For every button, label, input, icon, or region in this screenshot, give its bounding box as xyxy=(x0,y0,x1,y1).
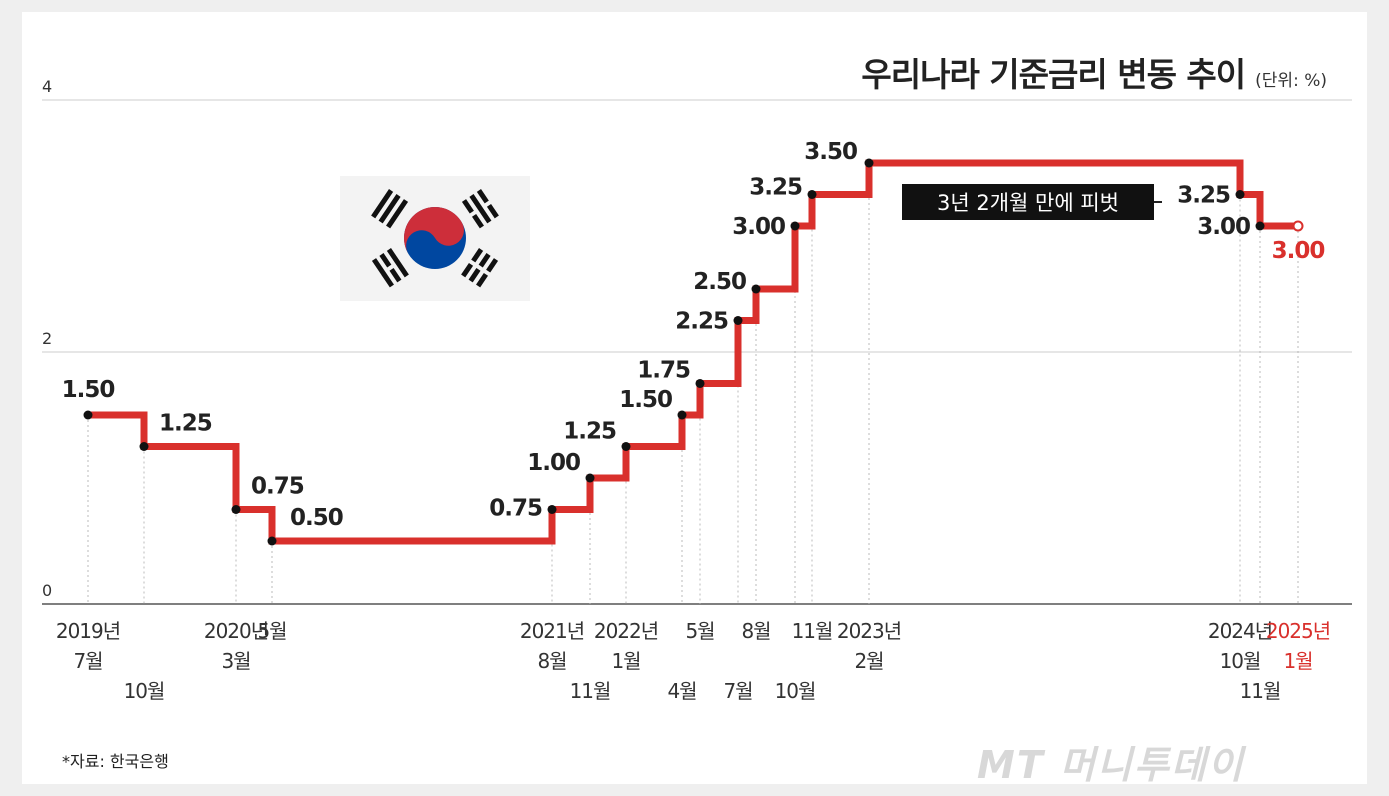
x-tick-label: 11월 xyxy=(570,679,611,703)
x-tick-label: 2020년 xyxy=(204,619,268,643)
dot-icon xyxy=(1255,221,1265,231)
x-tick-label: 2월 xyxy=(854,649,883,673)
data-label: 3.50 xyxy=(804,139,857,165)
x-tick-label: 10월 xyxy=(124,679,165,703)
dot-icon xyxy=(1292,220,1304,232)
chart-card: 우리나라 기준금리 변동 추이 (단위: %) xyxy=(22,12,1367,787)
data-label: 0.50 xyxy=(290,505,343,531)
x-tick-label: 11월 xyxy=(1240,679,1281,703)
rate-step-line xyxy=(88,159,1298,545)
dot-icon xyxy=(83,410,93,420)
dot-icon xyxy=(695,379,705,388)
dot-icon xyxy=(585,473,595,483)
data-label: 1.25 xyxy=(159,411,212,437)
x-tick-label: 1월 xyxy=(611,649,640,673)
x-tick-label: 5월 xyxy=(257,619,286,643)
data-labels: 1.501.250.750.50 0.751.001.251.501.752.25… xyxy=(62,139,1326,531)
dot-icon xyxy=(677,410,687,420)
data-label: 2.25 xyxy=(675,309,728,335)
dot-icon xyxy=(267,536,277,546)
dot-icon xyxy=(751,284,761,294)
x-tick-label: 11월 xyxy=(792,619,833,643)
x-tick-label: 2019년 xyxy=(56,619,120,643)
x-tick-label: 2021년 xyxy=(520,619,584,643)
pivot-annotation: 3년 2개월 만에 피벗 xyxy=(902,184,1162,220)
dot-icon xyxy=(864,158,874,168)
x-tick-label: 10월 xyxy=(775,679,816,703)
x-tick-label: 8월 xyxy=(741,619,770,643)
data-label: 3.00 xyxy=(1197,214,1250,240)
x-tick-label: 5월 xyxy=(685,619,714,643)
watermark-logo: MT 머니투데이 xyxy=(977,743,1245,787)
dot-icon xyxy=(1235,190,1245,199)
y-tick-label: 2 xyxy=(42,329,52,348)
guide-lines xyxy=(87,163,1299,604)
data-label: 3.25 xyxy=(1177,183,1230,209)
dot-icon xyxy=(139,442,149,451)
x-tick-label: 2025년 xyxy=(1266,619,1330,643)
dot-icon xyxy=(231,505,241,514)
data-label: 1.50 xyxy=(619,387,672,413)
interest-rate-chart: 024 1.501.250.750.50 0.751.001.251.501.75… xyxy=(42,77,1352,703)
x-tick-label: 1월 xyxy=(1283,649,1312,673)
data-label: 1.50 xyxy=(62,377,115,403)
unit-label: (단위: %) xyxy=(1255,71,1327,91)
data-label: 1.00 xyxy=(527,450,580,476)
data-points xyxy=(83,158,1304,546)
data-label: 0.75 xyxy=(251,474,304,500)
dot-icon xyxy=(621,442,631,451)
dot-icon xyxy=(733,316,743,325)
y-tick-label: 0 xyxy=(42,581,52,600)
x-tick-label: 4월 xyxy=(667,679,696,703)
title-group: 우리나라 기준금리 변동 추이 (단위: %) xyxy=(861,48,1327,96)
x-tick-label: 8월 xyxy=(537,649,566,673)
dot-icon xyxy=(547,505,557,514)
x-tick-label: 7월 xyxy=(73,649,102,673)
data-label: 2.50 xyxy=(693,269,746,295)
x-tick-label: 2022년 xyxy=(594,619,658,643)
data-label: 0.75 xyxy=(489,496,542,522)
x-tick-label: 10월 xyxy=(1220,649,1261,673)
x-tick-label: 2023년 xyxy=(837,619,901,643)
source-note: *자료: 한국은행 xyxy=(62,752,169,771)
grid: 0 2 4 xyxy=(42,77,1352,605)
x-tick-label: 3월 xyxy=(221,649,250,673)
y-tick-label: 4 xyxy=(42,77,52,96)
x-tick-label: 2024년 xyxy=(1208,619,1272,643)
dot-icon xyxy=(807,190,817,199)
data-label: 3.00 xyxy=(732,214,785,240)
dot-icon xyxy=(790,221,800,231)
x-tick-label: 7월 xyxy=(723,679,752,703)
data-label: 3.00 xyxy=(1272,238,1325,264)
data-label: 1.25 xyxy=(563,419,616,445)
data-label: 3.25 xyxy=(749,175,802,201)
chart-title: 우리나라 기준금리 변동 추이 xyxy=(861,55,1246,94)
data-label: 1.75 xyxy=(637,358,690,384)
annotation-text: 3년 2개월 만에 피벗 xyxy=(937,191,1119,215)
south-korea-flag-icon xyxy=(340,176,530,301)
